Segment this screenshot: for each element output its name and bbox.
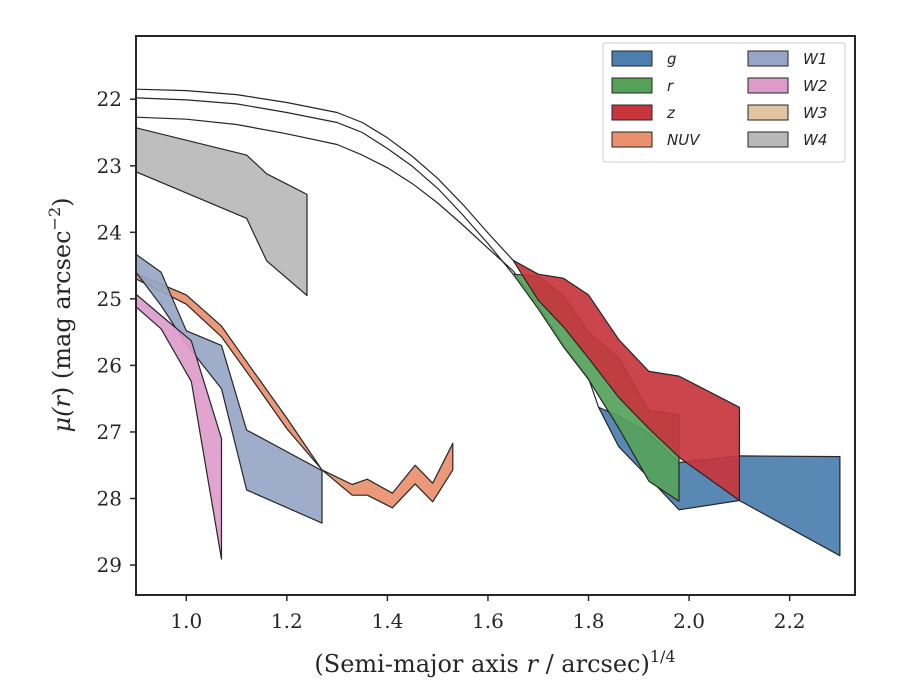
band-w1 [136,253,323,524]
legend-swatch-g [611,50,653,67]
x-tick-label: 1.6 [472,609,504,633]
plot-frame [135,35,856,596]
y-tick-label: 23 [97,154,122,178]
y-tick-label: 22 [97,87,122,111]
x-tick-label: 2.2 [774,609,806,633]
legend-label-r: r [667,77,674,95]
y-tick-label: 26 [97,353,122,377]
y-tick-label: 28 [97,487,122,511]
x-tick-label: 1.8 [573,609,605,633]
y-tick-label: 25 [97,287,122,311]
plot-area [135,35,856,596]
y-axis: 22 23 24 25 26 27 28 29 [97,87,136,577]
band-w2 [136,293,223,560]
x-axis: 1.0 1.2 1.4 1.6 1.8 2.0 2.2 [170,595,806,633]
legend-label-w3: W3 [803,104,827,122]
x-axis-label: (Semi-major axis r / arcsec)1/4 [314,647,675,678]
x-tick-label: 1.4 [371,609,403,633]
legend-swatch-w2 [747,77,789,94]
legend: grz NUV W1 W2 W3 W4 [602,42,846,163]
legend-label-w2: W2 [803,77,827,95]
legend-swatch-nuv [611,131,653,148]
x-tick-label: 1.2 [271,609,303,633]
y-tick-label: 29 [97,553,122,577]
legend-label-nuv: NUV [667,131,701,149]
legend-label-w1: W1 [803,50,827,68]
legend-swatch-w4 [747,131,789,148]
y-axis-label: μ(r) (mag arcsec−2) [45,197,76,432]
x-tick-label: 1.0 [170,609,202,633]
legend-label-g: g [667,50,677,68]
legend-label-z: z [666,104,676,122]
band-nuv [136,273,454,509]
band-z [136,88,741,502]
series-layer [136,88,841,560]
y-tick-label: 27 [97,420,122,444]
band-g [136,116,841,557]
band-r [136,97,680,502]
x-tick-label: 2.0 [673,609,705,633]
legend-label-w4: W4 [803,131,827,149]
band-w4 [136,127,308,297]
legend-swatch-z [611,104,653,121]
legend-swatch-w1 [747,50,789,67]
legend-swatch-r [611,77,653,94]
y-tick-label: 24 [97,220,122,244]
legend-swatch-w3 [747,104,789,121]
